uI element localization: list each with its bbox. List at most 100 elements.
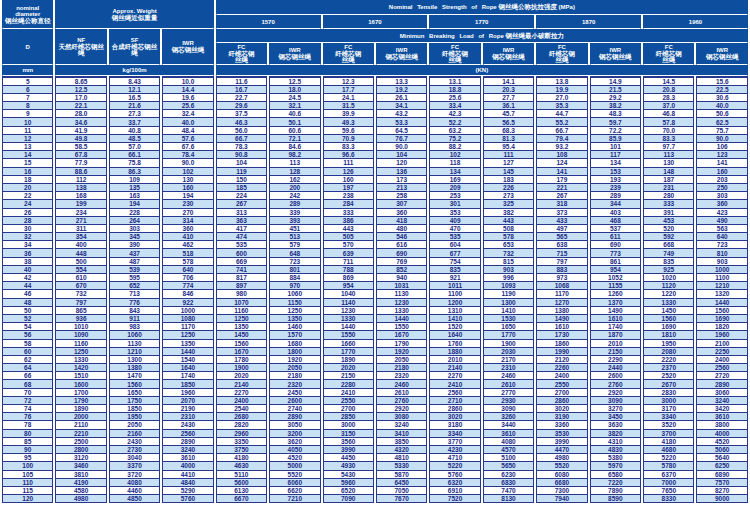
value-cell: 497 bbox=[536, 225, 587, 233]
value-cell: 513 bbox=[269, 233, 320, 241]
value-cell: 1520 bbox=[429, 323, 480, 331]
value-cell: 6250 bbox=[696, 462, 748, 470]
value-cell: 1170 bbox=[536, 290, 587, 298]
value-cell: 2270 bbox=[216, 389, 267, 397]
value-cell: 409 bbox=[429, 217, 480, 225]
table-row: 9531203040361041804520445048104710510049… bbox=[2, 454, 748, 462]
table-row: 58.658.4310.011.612.512.313.313.114.113.… bbox=[2, 76, 748, 86]
value-cell: 7940 bbox=[536, 495, 587, 503]
value-cell: 250 bbox=[696, 184, 748, 192]
value-cell: 4980 bbox=[536, 454, 587, 462]
value-cell: 102 bbox=[429, 151, 480, 159]
value-cell: 26.1 bbox=[376, 94, 427, 102]
value-cell: 3200 bbox=[269, 430, 320, 438]
value-cell: 925 bbox=[643, 266, 694, 274]
value-cell: 2000 bbox=[55, 413, 106, 421]
value-cell: 200 bbox=[269, 184, 320, 192]
value-cell: 5430 bbox=[323, 471, 374, 479]
diameter-cell: 90 bbox=[2, 446, 53, 454]
value-cell: 1770 bbox=[323, 348, 374, 356]
value-cell: 1090 bbox=[55, 331, 106, 339]
value-cell: 7220 bbox=[590, 479, 641, 487]
value-cell: 1810 bbox=[643, 331, 694, 339]
value-cell: 1410 bbox=[429, 315, 480, 323]
value-cell: 2450 bbox=[269, 389, 320, 397]
value-cell: 1155 bbox=[590, 282, 641, 290]
value-cell: 1870 bbox=[590, 331, 641, 339]
value-cell: 2600 bbox=[269, 397, 320, 405]
value-cell: 470 bbox=[429, 225, 480, 233]
table-row: 5293691110801250135013301440141015301490… bbox=[2, 315, 748, 323]
value-cell: 3340 bbox=[429, 430, 480, 438]
value-cell: 1330 bbox=[643, 299, 694, 307]
value-cell: 187 bbox=[643, 176, 694, 184]
value-cell: 253 bbox=[429, 192, 480, 200]
value-cell: 595 bbox=[109, 274, 160, 282]
value-cell: 3090 bbox=[590, 397, 641, 405]
value-cell: 554 bbox=[55, 266, 106, 274]
value-cell: 3440 bbox=[483, 421, 534, 429]
table-row: 717.016.519.622.724.524.126.125.627.727.… bbox=[2, 94, 748, 102]
table-row: 2623422827031333933336035338237340339142… bbox=[2, 209, 748, 217]
value-cell: 11.6 bbox=[216, 76, 267, 86]
value-cell: 4810 bbox=[376, 454, 427, 462]
value-cell: 46.8 bbox=[643, 110, 694, 118]
value-cell: 325 bbox=[483, 200, 534, 208]
value-cell: 1640 bbox=[162, 364, 213, 372]
value-cell: 640 bbox=[162, 266, 213, 274]
value-cell: 776 bbox=[109, 299, 160, 307]
value-cell: 21.6 bbox=[109, 102, 160, 110]
diameter-cell: 24 bbox=[2, 200, 53, 208]
value-cell: 67.6 bbox=[162, 143, 213, 151]
wire-rope-spec-table: nominal diameter 钢丝绳公称直径 Approx. Weight … bbox=[0, 0, 750, 503]
value-cell: 1460 bbox=[269, 323, 320, 331]
value-cell: 2020 bbox=[216, 372, 267, 380]
value-cell: 40.6 bbox=[269, 110, 320, 118]
value-cell: 4930 bbox=[323, 462, 374, 470]
value-cell: 578 bbox=[483, 233, 534, 241]
value-cell: 2030 bbox=[483, 348, 534, 356]
value-cell: 1330 bbox=[55, 356, 106, 364]
value-cell: 1350 bbox=[162, 340, 213, 348]
value-cell: 1490 bbox=[590, 307, 641, 315]
value-cell: 2400 bbox=[696, 356, 748, 364]
value-cell: 1040 bbox=[323, 290, 374, 298]
value-cell: 50.1 bbox=[269, 118, 320, 126]
value-cell: 1820 bbox=[696, 323, 748, 331]
value-cell: 1100 bbox=[696, 274, 748, 282]
value-cell: 1570 bbox=[269, 331, 320, 339]
value-cell: 382 bbox=[483, 209, 534, 217]
value-cell: 3610 bbox=[162, 454, 213, 462]
value-cell: 2720 bbox=[696, 372, 748, 380]
value-cell: 194 bbox=[109, 200, 160, 208]
value-cell: 43.2 bbox=[376, 110, 427, 118]
value-cell: 150 bbox=[216, 176, 267, 184]
value-cell: 289 bbox=[269, 200, 320, 208]
value-cell: 1052 bbox=[590, 274, 641, 282]
value-cell: 2550 bbox=[536, 380, 587, 388]
value-cell: 145 bbox=[483, 168, 534, 176]
value-cell: 333 bbox=[323, 209, 374, 217]
value-cell: 3000 bbox=[643, 397, 694, 405]
value-cell: 15.6 bbox=[696, 76, 748, 86]
diameter-cell: 74 bbox=[2, 405, 53, 413]
value-cell: 76.7 bbox=[376, 135, 427, 143]
value-cell: 537 bbox=[590, 225, 641, 233]
value-cell: 448 bbox=[55, 249, 106, 257]
diameter-cell: 5 bbox=[2, 76, 53, 86]
value-cell: 500 bbox=[55, 258, 106, 266]
value-cell: 14.9 bbox=[590, 76, 641, 86]
value-cell: 1011 bbox=[429, 282, 480, 290]
value-cell: 817 bbox=[216, 274, 267, 282]
value-cell: 903 bbox=[483, 266, 534, 274]
diameter-cell: 10 bbox=[2, 118, 53, 126]
value-cell: 4570 bbox=[483, 446, 534, 454]
value-cell: 423 bbox=[696, 209, 748, 217]
value-cell: 2270 bbox=[429, 372, 480, 380]
value-cell: 59.6 bbox=[323, 127, 374, 135]
value-cell: 12.3 bbox=[323, 76, 374, 86]
value-cell: 78.4 bbox=[162, 151, 213, 159]
value-cell: 28.3 bbox=[643, 94, 694, 102]
value-cell: 903 bbox=[696, 258, 748, 266]
diameter-cell: 12 bbox=[2, 135, 53, 143]
